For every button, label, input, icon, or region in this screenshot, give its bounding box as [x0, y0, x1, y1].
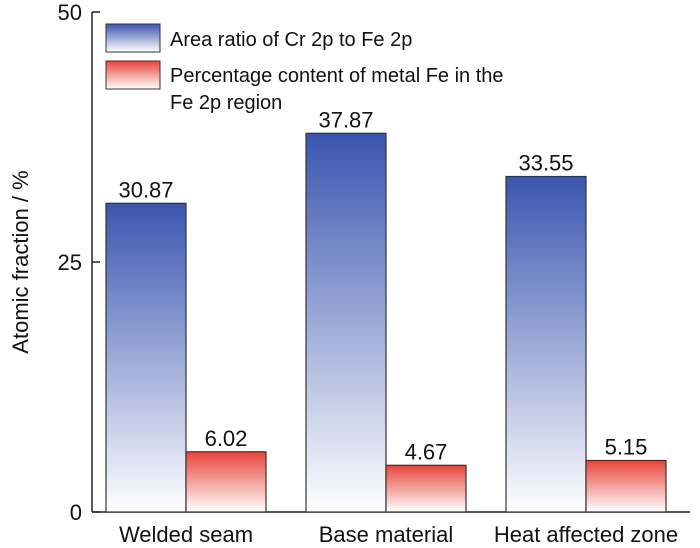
bar-series-2-base-material [385, 464, 467, 513]
legend-swatch-series-1 [105, 23, 161, 53]
category-label: Welded seam [119, 522, 253, 547]
y-axis-title: Atomic fraction / % [8, 170, 33, 353]
bar-series-1-welded-seam [105, 202, 187, 513]
data-labels: 30.87 6.02 37.87 4.67 33.55 5.15 [118, 107, 647, 464]
category-label: Heat affected zone [494, 522, 678, 547]
y-tick-label: 0 [70, 500, 82, 525]
bar-series-1-heat-affected-zone [505, 175, 587, 513]
legend-label-series-2-line-2: Fe 2p region [170, 92, 282, 114]
bar-series-2-welded-seam [185, 451, 267, 513]
y-tick-label: 50 [58, 0, 82, 25]
data-label: 5.15 [605, 435, 648, 460]
category-label: Base material [319, 522, 454, 547]
legend-swatch-series-2 [105, 60, 161, 90]
y-tick-label: 25 [58, 250, 82, 275]
legend-label-series-2-line-1: Percentage content of metal Fe in the [170, 65, 504, 87]
bar-series-1-base-material [305, 132, 387, 513]
data-label: 30.87 [118, 177, 173, 202]
legend: Area ratio of Cr 2p to Fe 2p Percentage … [105, 23, 504, 114]
bar-series-2-heat-affected-zone [585, 459, 667, 513]
legend-label-series-1: Area ratio of Cr 2p to Fe 2p [170, 29, 412, 51]
data-label: 37.87 [318, 107, 373, 132]
bars [105, 132, 667, 513]
y-ticks: 0 25 50 [58, 0, 100, 525]
data-label: 33.55 [518, 151, 573, 176]
data-label: 6.02 [205, 426, 248, 451]
data-label: 4.67 [405, 439, 448, 464]
category-labels: Welded seam Base material Heat affected zo… [119, 522, 678, 547]
